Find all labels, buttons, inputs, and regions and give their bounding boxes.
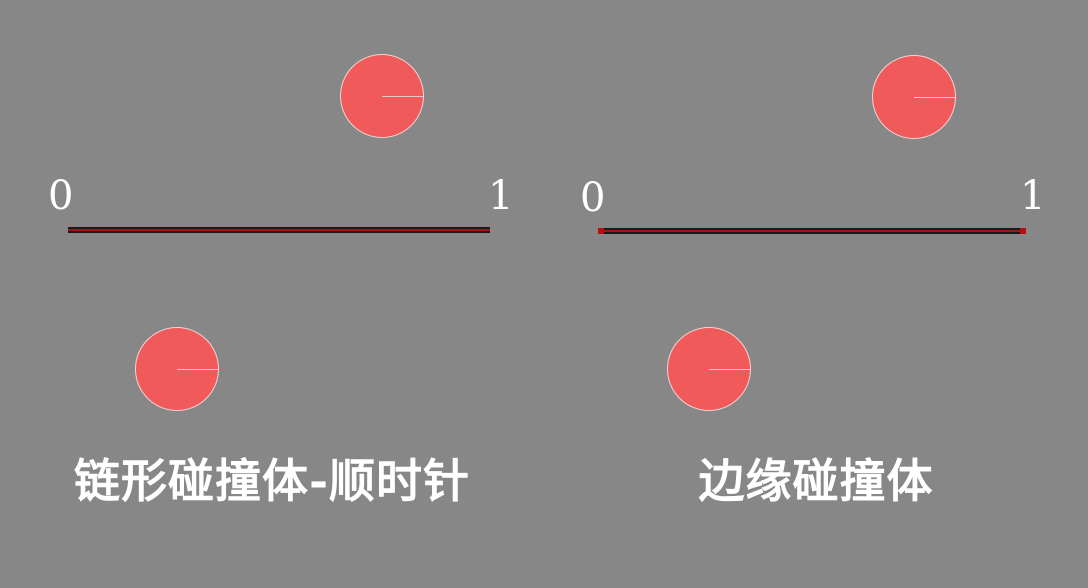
start-point-label: 0 — [580, 175, 606, 221]
ball-bottom — [135, 327, 219, 411]
ball-radius-line — [177, 368, 218, 370]
start-point-marker — [598, 228, 604, 234]
edge-collider-panel: 0 1 边缘碰撞体 — [544, 0, 1088, 588]
ball-radius-line — [382, 95, 423, 97]
start-point-label: 0 — [48, 173, 74, 219]
panel-caption: 链形碰撞体-顺时针 — [73, 454, 471, 508]
end-point-label: 1 — [1020, 173, 1046, 219]
ball-radius-line — [709, 368, 750, 370]
ball-bottom — [667, 327, 751, 411]
chain-collider-line — [68, 227, 490, 233]
ball-top — [872, 55, 956, 139]
ball-radius-line — [914, 96, 955, 98]
panel-caption: 边缘碰撞体 — [698, 454, 934, 508]
ball-top — [340, 54, 424, 138]
edge-collider-line — [598, 228, 1026, 234]
collider-edge-stroke — [68, 229, 490, 231]
end-point-marker — [1020, 228, 1026, 234]
collider-edge-stroke — [600, 230, 1024, 232]
end-point-label: 1 — [488, 173, 514, 219]
chain-collider-panel: 0 1 链形碰撞体-顺时针 — [48, 54, 514, 508]
